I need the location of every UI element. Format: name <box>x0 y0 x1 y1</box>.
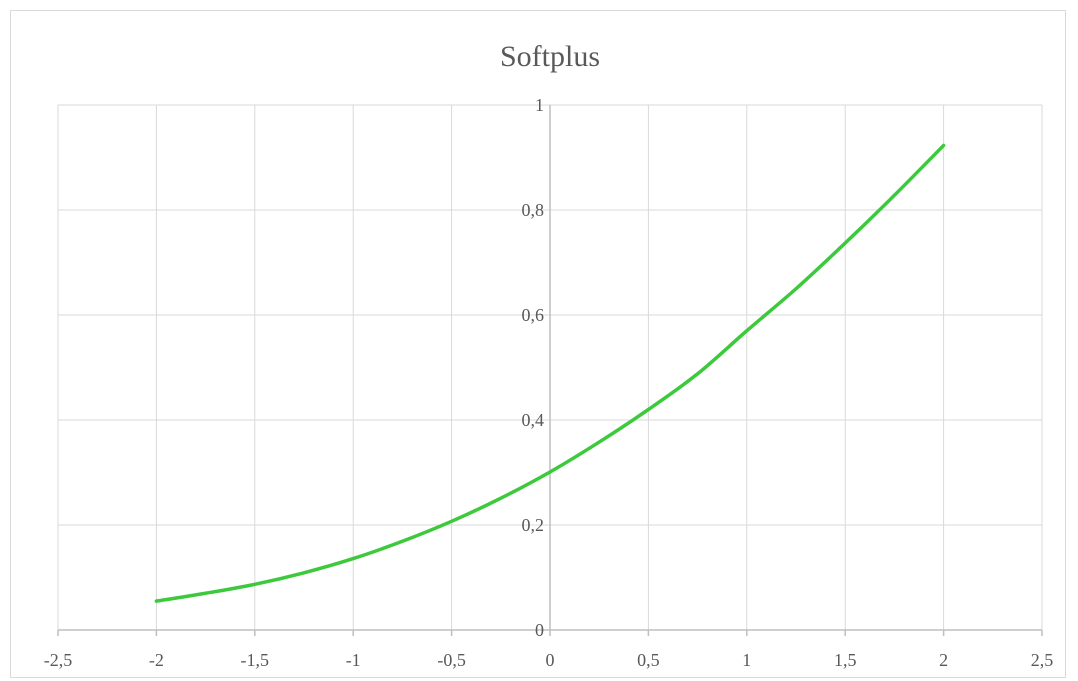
axes <box>57 105 1043 636</box>
y-tick-label: 0,6 <box>522 305 545 325</box>
x-tick-label: -1,5 <box>241 650 270 670</box>
y-tick-label: 0,4 <box>522 410 545 430</box>
x-tick-label: 1 <box>742 650 751 670</box>
x-tick-label: 1,5 <box>834 650 857 670</box>
x-tick-label: -1 <box>346 650 361 670</box>
chart-frame <box>10 10 1066 678</box>
tick-labels: -2,5 -2 -1,5 -1 -0,5 0 0,5 1 1,5 2 2,5 0 0,2 0,4 0,6 0,… <box>44 95 1054 670</box>
softplus-series-line <box>154 143 946 603</box>
y-tick-label: 0,8 <box>522 200 545 220</box>
x-tick-label: 2 <box>939 650 948 670</box>
x-tick-label: 0 <box>546 650 555 670</box>
y-tick-label: 0,2 <box>522 515 545 535</box>
y-tick-label: 0 <box>535 620 544 640</box>
x-tick-label: -2,5 <box>44 650 73 670</box>
x-tick-label: 0,5 <box>637 650 660 670</box>
chart-title: Softplus <box>500 40 600 73</box>
x-tick-label: 2,5 <box>1031 650 1054 670</box>
x-tick-label: -2 <box>149 650 164 670</box>
x-tick-label: -0,5 <box>437 650 466 670</box>
y-tick-label: 1 <box>535 95 544 115</box>
series-layer <box>154 143 946 603</box>
